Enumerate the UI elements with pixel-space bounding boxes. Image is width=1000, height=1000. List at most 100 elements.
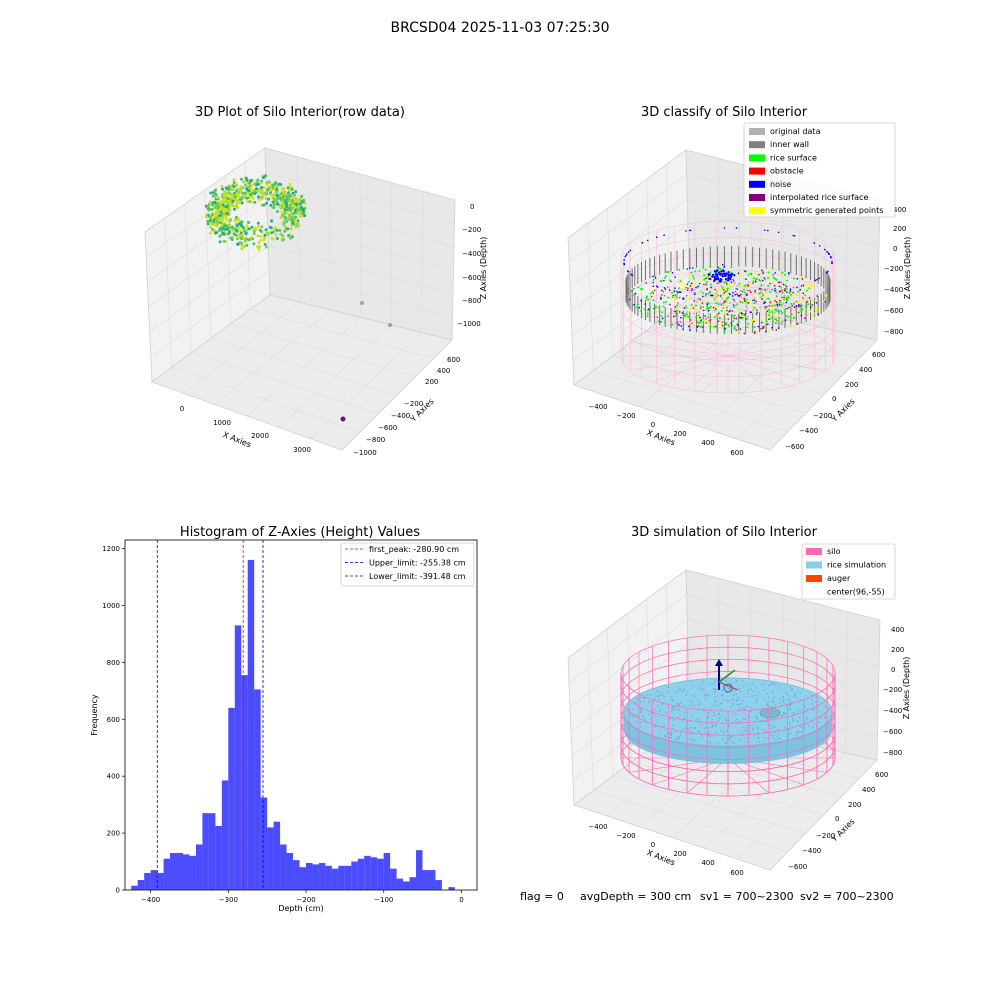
raw-point [280,200,284,204]
classify-ytick: 400 [859,366,872,374]
classify-point [694,323,697,326]
raw-point [251,197,255,200]
classify-point [795,300,797,303]
rice-surface-dot [683,704,686,707]
rice-surface-dot [755,698,758,700]
raw-point [208,221,212,225]
classify-point [678,308,681,312]
classify-point [781,271,784,274]
noise-point [763,229,766,231]
classify-point [775,329,777,331]
raw-point [290,204,294,208]
rice-surface-dot [750,707,752,709]
classify-point [705,293,707,295]
rice-surface-dot [789,732,792,734]
raw-point [272,203,276,206]
classify-point [766,306,768,308]
rice-surface-dot [712,724,714,726]
classify-point [740,312,743,315]
rice-surface-dot [723,699,725,701]
classify-ytick: 600 [872,351,885,359]
classify-point [680,288,684,291]
rice-surface-dot [770,727,773,729]
rice-surface-dot [774,732,776,734]
raw-point [260,186,264,189]
histogram-legend-label: first_peak: -280.90 cm [369,545,459,554]
classify-point [653,304,656,307]
rice-surface-dot [764,731,766,733]
classify-point [767,323,769,326]
rice-surface-dot [772,702,774,704]
classify-point [736,323,739,326]
rice-surface-dot [660,693,662,695]
classify-point [713,324,716,327]
footer-avg-depth: avgDepth = 300 cm [580,890,691,903]
classify-point [794,320,797,323]
raw-point [288,207,292,211]
classify-point [774,304,777,306]
classify-point [781,289,783,292]
rice-surface-dot [739,687,741,690]
rice-surface-dot [648,701,650,703]
classify-point [773,284,776,287]
rice-surface-dot [703,727,705,730]
raw-point [220,184,224,188]
rice-surface-dot [789,724,791,726]
classify-point [797,290,800,293]
rice-surface-dot [714,691,716,694]
noise-point [627,270,629,272]
classify-point [679,296,681,299]
legend-label: silo [827,547,841,556]
classify-point [800,306,803,309]
rice-surface-dot [664,736,667,738]
classify-point [709,265,712,268]
classify-point [718,271,721,274]
classify-point [717,312,720,315]
classify-point [680,282,683,285]
raw-ztick: −200 [462,226,481,234]
classify-point [718,279,721,283]
classify-point [775,319,778,322]
classify-point [694,293,696,296]
raw-point [293,209,297,212]
rice-surface-dot [707,732,710,734]
raw-point [234,198,238,202]
classify-ztick: 200 [893,225,906,233]
rice-surface-dot [668,737,671,739]
rice-surface-dot [666,729,668,732]
raw-point [301,200,305,204]
classify-point [700,290,702,293]
classify-point [730,274,733,277]
rice-surface-dot [679,702,682,704]
raw-point [213,192,217,196]
classify-point [763,277,766,279]
histogram-bar [448,887,455,890]
rice-surface-dot [715,731,717,733]
rice-surface-dot [665,711,667,713]
histogram-bar [312,864,319,890]
classify-point [699,316,701,319]
rice-surface-dot [732,698,734,700]
noise-point [731,295,734,297]
classify-point [628,298,631,301]
classify-point [744,270,746,273]
classify-point [726,288,729,291]
simulation-auger [715,659,739,693]
raw-point [226,227,230,231]
raw-point [291,219,295,223]
raw-point [214,231,218,235]
classify-point [725,272,728,275]
raw-point [253,182,257,186]
classify-point [662,301,665,304]
classify-point [687,298,690,301]
classify-point [809,282,812,285]
raw-point [293,193,297,197]
classify-point [735,329,737,331]
rice-surface-dot [674,708,676,710]
rice-surface-dot [747,737,749,739]
classify-point [674,287,676,289]
classify-point [791,313,793,316]
